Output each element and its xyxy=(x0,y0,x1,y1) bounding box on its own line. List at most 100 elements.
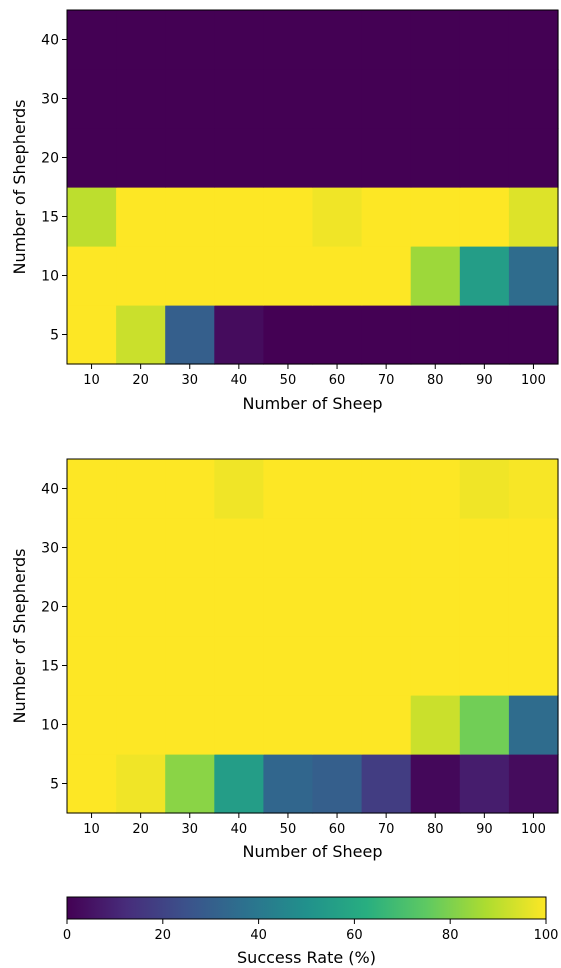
x-tick-label: 10 xyxy=(83,373,100,388)
x-tick-label: 20 xyxy=(132,373,149,388)
colorbar-tick-label: 20 xyxy=(155,928,172,943)
heatmap-cell xyxy=(214,187,264,247)
heatmap-cell xyxy=(165,246,215,306)
y-tick-label: 20 xyxy=(41,600,59,616)
heatmap-top-ylabel: Number of Shepherds xyxy=(10,100,29,275)
heatmap-cell xyxy=(263,459,314,519)
heatmap-top-xlabel: Number of Sheep xyxy=(242,394,382,413)
heatmap-top-cells xyxy=(67,10,559,365)
x-tick-label: 70 xyxy=(378,373,395,388)
heatmap-cell xyxy=(508,10,559,70)
heatmap-cell xyxy=(263,754,314,814)
heatmap-cell xyxy=(312,459,363,519)
heatmap-cell xyxy=(263,10,314,70)
heatmap-cell xyxy=(459,459,510,519)
colorbar-tick-label: 0 xyxy=(63,928,71,943)
heatmap-cell xyxy=(508,187,559,247)
heatmap-cell xyxy=(67,754,117,814)
y-tick-label: 5 xyxy=(50,328,59,344)
heatmap-top: 10 20 30 40 50 60 70 80 90 100 5 10 15 20 30 40 Number… xyxy=(10,9,559,413)
heatmap-cell xyxy=(214,636,264,696)
heatmap-cell xyxy=(116,518,166,578)
heatmap-cell xyxy=(508,128,559,188)
heatmap-cell xyxy=(214,128,264,188)
heatmap-cell xyxy=(459,577,510,637)
x-tick-label: 20 xyxy=(132,822,149,837)
heatmap-cell xyxy=(214,246,264,306)
heatmap-cell xyxy=(214,305,264,365)
colorbar-tick-label: 100 xyxy=(534,928,559,943)
x-tick-label: 100 xyxy=(521,373,546,388)
y-tick-label: 20 xyxy=(41,151,59,167)
heatmap-cell xyxy=(263,305,314,365)
x-tick-label: 90 xyxy=(476,373,493,388)
x-tick-label: 60 xyxy=(329,373,346,388)
heatmap-cell xyxy=(508,305,559,365)
heatmap-bottom-ylabel: Number of Shepherds xyxy=(10,549,29,724)
heatmap-cell xyxy=(508,69,559,129)
colorbar-label: Success Rate (%) xyxy=(237,948,376,967)
heatmap-bottom-cells xyxy=(67,459,559,814)
y-tick-label: 30 xyxy=(41,92,59,108)
heatmap-cell xyxy=(459,636,510,696)
heatmap-cell xyxy=(116,305,166,365)
heatmap-cell xyxy=(165,636,215,696)
colorbar-ticks: 0 20 40 60 80 100 xyxy=(63,919,559,943)
heatmap-cell xyxy=(410,305,461,365)
heatmap-cell xyxy=(263,636,314,696)
heatmap-cell xyxy=(263,187,314,247)
heatmap-cell xyxy=(116,246,166,306)
heatmap-cell xyxy=(459,695,510,755)
heatmap-cell xyxy=(116,187,166,247)
heatmap-cell xyxy=(361,636,412,696)
heatmap-cell xyxy=(67,459,117,519)
x-tick-label: 80 xyxy=(427,822,444,837)
x-tick-label: 60 xyxy=(329,822,346,837)
colorbar-gradient xyxy=(66,896,547,920)
heatmap-cell xyxy=(214,459,264,519)
heatmap-cell xyxy=(361,754,412,814)
heatmap-cell xyxy=(508,518,559,578)
heatmap-cell xyxy=(410,69,461,129)
heatmap-cell xyxy=(459,754,510,814)
heatmap-cell xyxy=(263,695,314,755)
heatmap-cell xyxy=(67,246,117,306)
heatmap-cell xyxy=(459,69,510,129)
colorbar-tick-label: 80 xyxy=(442,928,459,943)
heatmap-cell xyxy=(312,577,363,637)
y-tick-label: 40 xyxy=(41,33,59,49)
heatmap-cell xyxy=(410,187,461,247)
heatmap-cell xyxy=(410,695,461,755)
x-tick-label: 30 xyxy=(181,822,198,837)
heatmap-top-yticks: 5 10 15 20 30 40 xyxy=(41,33,67,344)
y-tick-label: 30 xyxy=(41,541,59,557)
x-tick-label: 90 xyxy=(476,822,493,837)
heatmap-cell xyxy=(116,128,166,188)
x-tick-label: 10 xyxy=(83,822,100,837)
heatmap-cell xyxy=(459,187,510,247)
heatmap-cell xyxy=(263,577,314,637)
heatmap-cell xyxy=(459,10,510,70)
heatmap-cell xyxy=(312,246,363,306)
heatmap-cell xyxy=(410,577,461,637)
y-tick-label: 5 xyxy=(50,777,59,793)
heatmap-cell xyxy=(116,636,166,696)
heatmap-cell xyxy=(459,518,510,578)
heatmap-cell xyxy=(361,577,412,637)
heatmap-cell xyxy=(165,577,215,637)
heatmap-cell xyxy=(67,305,117,365)
heatmap-cell xyxy=(67,128,117,188)
heatmap-cell xyxy=(361,246,412,306)
colorbar-tick-label: 60 xyxy=(346,928,363,943)
heatmap-cell xyxy=(67,695,117,755)
y-tick-label: 15 xyxy=(41,659,59,675)
heatmap-cell xyxy=(116,459,166,519)
heatmap-cell xyxy=(214,518,264,578)
heatmap-cell xyxy=(165,187,215,247)
heatmap-cell xyxy=(165,695,215,755)
heatmap-cell xyxy=(508,754,559,814)
heatmap-cell xyxy=(361,10,412,70)
heatmap-cell xyxy=(410,636,461,696)
heatmap-cell xyxy=(165,128,215,188)
y-tick-label: 40 xyxy=(41,482,59,498)
